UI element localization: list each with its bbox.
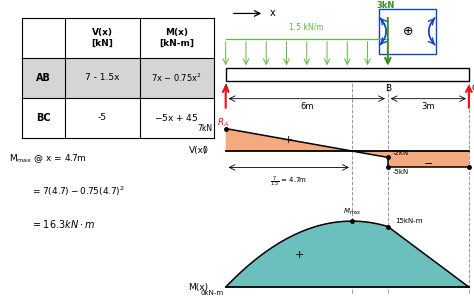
Text: $= 16.3kN \cdot m$: $= 16.3kN \cdot m$ [30,218,95,230]
Text: 15kN-m: 15kN-m [395,217,423,224]
Text: x: x [269,8,275,19]
Text: 7kN: 7kN [198,124,213,133]
Bar [226,68,469,81]
Text: $-$: $-$ [423,157,433,167]
Text: $-$5x + 45: $-$5x + 45 [155,112,199,123]
Text: $\frac{7}{1.5}$ = 4.7m: $\frac{7}{1.5}$ = 4.7m [270,175,307,189]
Polygon shape [226,129,352,151]
Text: -5kN: -5kN [393,169,409,175]
Bar [379,9,436,54]
Bar [22,18,214,58]
Text: $= 7(4.7) - 0.75(4.7)^2$: $= 7(4.7) - 0.75(4.7)^2$ [30,185,124,198]
Text: 3m: 3m [421,102,435,111]
Polygon shape [352,151,388,157]
Text: $M_{\rm max}$: $M_{\rm max}$ [343,207,361,217]
Text: B: B [385,84,391,93]
Text: 7x $-$ 0.75x$^2$: 7x $-$ 0.75x$^2$ [151,71,202,84]
Text: BC: BC [36,113,51,123]
Text: 0: 0 [203,147,208,155]
Text: +: + [284,135,293,145]
Text: 0kN-m: 0kN-m [200,290,223,296]
Text: C: C [472,84,474,93]
Text: $\oplus$: $\oplus$ [402,25,413,38]
Text: V(x): V(x) [189,147,208,155]
Text: 7 - 1.5x: 7 - 1.5x [85,73,120,82]
Text: M(x)
[kN-m]: M(x) [kN-m] [159,28,194,48]
Text: M(x): M(x) [188,283,208,292]
Polygon shape [388,151,469,167]
Bar [22,58,214,98]
Text: 3kN: 3kN [376,1,394,10]
Bar [22,98,214,138]
Text: AB: AB [36,73,51,83]
Polygon shape [226,221,469,287]
Text: -5: -5 [98,113,107,122]
Text: V(x)
[kN]: V(x) [kN] [91,28,113,48]
Text: $R_A$: $R_A$ [217,117,229,129]
Text: A: A [223,84,229,93]
Text: 1.5 kN/m: 1.5 kN/m [290,22,324,31]
Text: M$_{\mathsf{max}}$ @ x = 4.7m: M$_{\mathsf{max}}$ @ x = 4.7m [9,152,87,165]
Text: +: + [294,250,304,260]
Text: 6m: 6m [300,102,313,111]
Text: -2kN: -2kN [393,150,409,156]
